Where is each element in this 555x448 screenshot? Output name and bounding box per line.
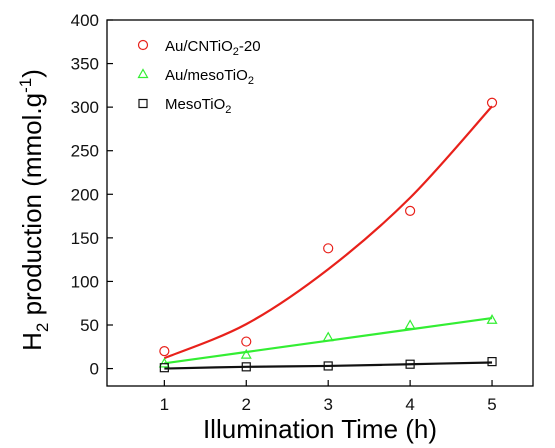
- y-tick-label: 50: [80, 316, 99, 335]
- y-tick-label: 200: [71, 185, 99, 204]
- y-title-part-production: production (mmol.g: [17, 93, 47, 323]
- y-tick-label: 0: [90, 360, 99, 379]
- legend-marker-circle: [137, 39, 149, 51]
- y-tick-label: 250: [71, 142, 99, 161]
- fit-line: [164, 361, 493, 370]
- data-point-square: [323, 361, 333, 371]
- x-tick-label: 1: [160, 395, 169, 414]
- fit-lines: [163, 105, 493, 370]
- x-tick-label: 5: [487, 395, 496, 414]
- legend-item-mesotio2: MesoTiO2: [138, 96, 231, 116]
- legend-marker-square: [138, 98, 148, 109]
- legend-item-au-cntio2-20: Au/CNTiO2-20: [137, 38, 261, 58]
- y-title-sup-minus-1: -1: [16, 78, 35, 93]
- plot-frame: [106, 19, 534, 387]
- data-point-triangle: [158, 357, 170, 368]
- x-tick-label: 4: [405, 395, 414, 414]
- data-point-square: [405, 359, 415, 369]
- data-point-triangle: [240, 348, 252, 359]
- y-title-part-h: H: [17, 332, 47, 351]
- data-point-circle: [241, 336, 252, 347]
- legend-label-au-mesotio2: Au/mesoTiO2: [165, 67, 254, 87]
- legend-marker-triangle: [137, 68, 149, 79]
- data-point-circle: [323, 243, 334, 254]
- y-tick-label: 300: [71, 98, 99, 117]
- y-tick-label: 100: [71, 272, 99, 291]
- data-point-square: [241, 362, 251, 372]
- x-axis-title: Illumination Time (h): [203, 414, 437, 444]
- x-tick-label: 2: [242, 395, 251, 414]
- legend-label-mesotio2: MesoTiO2: [165, 96, 231, 116]
- fit-line: [163, 105, 493, 360]
- data-point-square: [159, 363, 169, 373]
- x-tick-label: 3: [323, 395, 332, 414]
- legend: Au/CNTiO2-20 Au/mesoTiO2 MesoTiO2: [137, 38, 261, 116]
- data-point-triangle: [322, 331, 334, 342]
- legend-label-au-cntio2-20: Au/CNTiO2-20: [165, 38, 261, 58]
- y-tick-label: 350: [71, 55, 99, 74]
- legend-item-au-mesotio2: Au/mesoTiO2: [137, 67, 254, 87]
- data-point-circle: [486, 97, 498, 108]
- data-point-circle: [405, 205, 416, 216]
- y-axis-title: H2 production (mmol.g-1): [16, 69, 52, 351]
- data-point-triangle: [404, 319, 416, 330]
- data-point-circle: [159, 346, 170, 357]
- data-point-square: [487, 357, 497, 367]
- data-point-triangle: [486, 314, 498, 324]
- data-points: [158, 97, 498, 373]
- y-tick-label: 400: [71, 11, 99, 30]
- y-title-sub-2: 2: [33, 323, 52, 332]
- y-title-part-close: ): [17, 69, 47, 78]
- y-tick-label: 150: [71, 229, 99, 248]
